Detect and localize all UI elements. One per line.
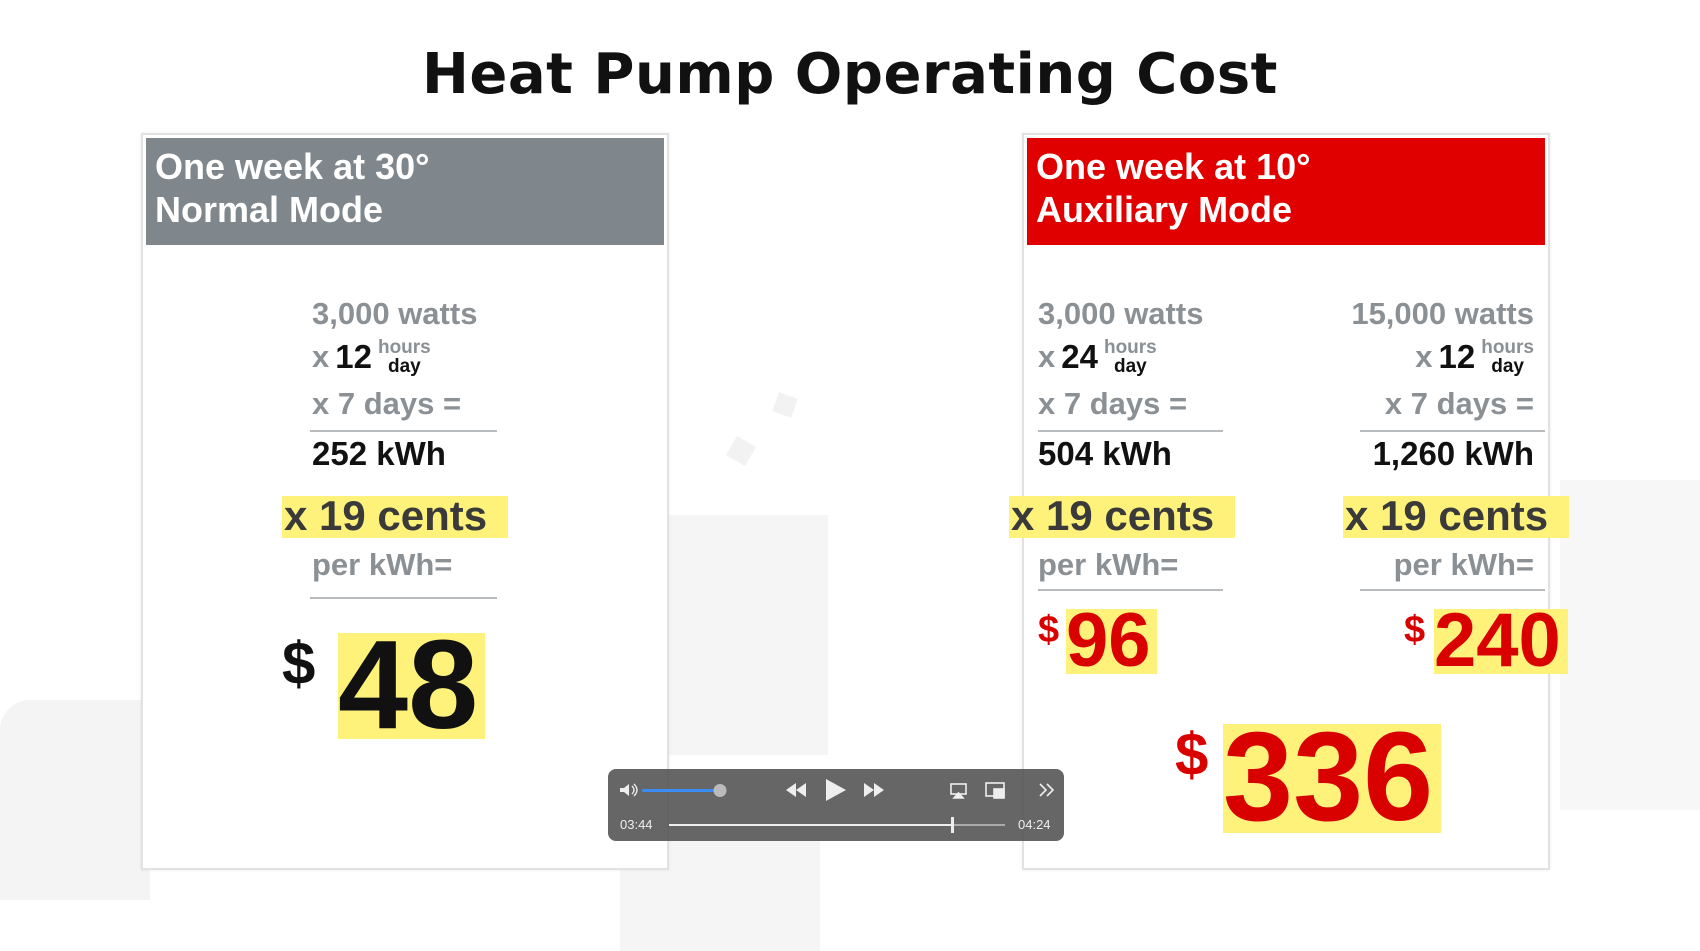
card-header-line: One week at 10° [1036, 146, 1311, 187]
unit-bottom: day [387, 356, 421, 377]
cost-value: 96 [1066, 598, 1151, 684]
hours-per-day: 12 [1438, 338, 1476, 375]
video-controls: 03:44 04:24 [608, 769, 1064, 841]
rate-highlight [1009, 496, 1235, 538]
background-shape [772, 392, 798, 418]
cost-value: 240 [1434, 598, 1561, 684]
background-shape [1560, 480, 1700, 810]
rate-highlight [1343, 496, 1569, 538]
cost-highlight [338, 633, 486, 739]
unit-bottom: day [1491, 356, 1524, 377]
cost-highlight [1223, 724, 1441, 833]
rewind-button[interactable] [786, 783, 806, 797]
energy: 252 kWh [312, 435, 446, 472]
times-sign: x [1038, 339, 1056, 374]
times-sign: x [312, 339, 330, 374]
divider [1360, 589, 1545, 591]
divider [1360, 430, 1545, 432]
rate-highlight [282, 496, 508, 538]
slide-title: Heat Pump Operating Cost [422, 42, 1278, 107]
hours-per-day: 12 [335, 338, 372, 375]
divider [1038, 589, 1223, 591]
watts: 3,000 watts [1038, 296, 1204, 331]
volume-button[interactable] [620, 783, 638, 797]
rate-unit: per kWh= [1038, 547, 1179, 582]
divider [310, 430, 497, 432]
rate: x 19 cents [1345, 492, 1549, 539]
energy: 504 kWh [1038, 435, 1172, 472]
divider [310, 597, 497, 599]
rate-unit: per kWh= [312, 547, 453, 582]
card-header [146, 138, 664, 245]
duration-time: 04:24 [1018, 817, 1051, 832]
unit-top: hours [1103, 337, 1157, 358]
currency-symbol: $ [282, 630, 316, 697]
card-header-line: Normal Mode [155, 189, 384, 230]
controls-icons [620, 779, 1055, 833]
cost-value: 48 [338, 613, 479, 755]
currency-symbol: $ [1038, 609, 1060, 651]
cost-highlight [1066, 609, 1158, 674]
unit-fraction: hours day [378, 338, 431, 376]
hours-row: x 12 hours day [1415, 338, 1534, 376]
play-button[interactable] [826, 779, 846, 801]
volume-knob[interactable] [713, 784, 727, 797]
fast-forward-button[interactable] [864, 783, 884, 797]
volume-level [642, 789, 714, 792]
divider [1038, 430, 1223, 432]
watts: 15,000 watts [1351, 296, 1534, 331]
days: x 7 days = [1384, 386, 1534, 421]
progress-handle[interactable] [951, 817, 954, 833]
unit-fraction: hours day [1104, 338, 1157, 376]
progress-played [669, 824, 952, 826]
hours-row: x 24 hours day [1038, 338, 1157, 376]
background-shape [668, 515, 828, 755]
hours-row: x 12 hours day [312, 338, 431, 376]
pip-button[interactable] [985, 782, 1005, 799]
days: x 7 days = [312, 386, 462, 421]
currency-symbol: $ [1175, 721, 1209, 788]
card-header-line: Auxiliary Mode [1036, 189, 1293, 230]
unit-top: hours [377, 337, 431, 358]
card-header [1027, 138, 1545, 245]
background-shape [0, 700, 150, 900]
airplay-button[interactable] [950, 783, 967, 799]
watts: 3,000 watts [312, 296, 478, 331]
energy: 1,260 kWh [1372, 435, 1534, 472]
unit-top: hours [1481, 337, 1534, 358]
unit-bottom: day [1113, 356, 1147, 377]
rate: x 19 cents [284, 492, 488, 539]
cost-highlight [1434, 609, 1568, 674]
cost-value: 336 [1223, 706, 1434, 848]
background-shape [725, 435, 757, 467]
card-header-line: One week at 30° [155, 146, 430, 187]
hours-per-day: 24 [1061, 338, 1098, 375]
currency-symbol: $ [1404, 609, 1426, 651]
rate: x 19 cents [1011, 492, 1215, 539]
unit-fraction: hours day [1481, 338, 1534, 376]
more-button[interactable] [1039, 783, 1055, 797]
times-sign: x [1415, 339, 1433, 374]
elapsed-time: 03:44 [620, 817, 653, 832]
days: x 7 days = [1038, 386, 1188, 421]
rate-unit: per kWh= [1393, 547, 1534, 582]
